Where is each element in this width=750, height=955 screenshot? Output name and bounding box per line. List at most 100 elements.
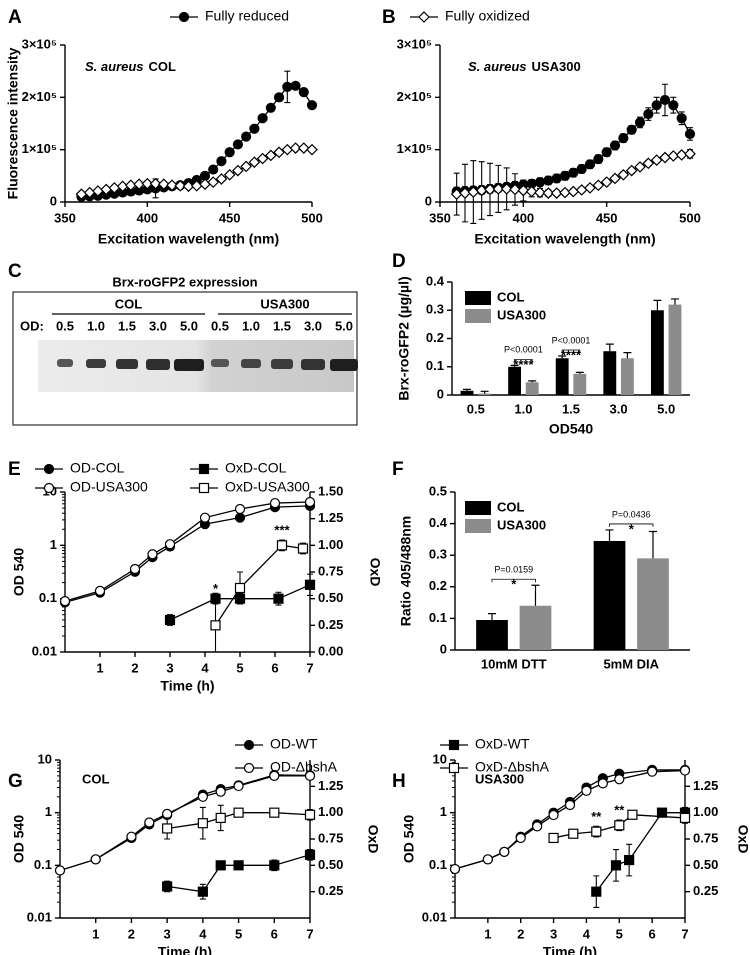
- point: [164, 614, 176, 626]
- bar: [603, 351, 617, 395]
- significance: ***: [274, 522, 290, 537]
- point: [147, 549, 158, 560]
- inset-title: USA300: [475, 771, 524, 786]
- y2-tick-label: 1.50: [318, 483, 343, 498]
- point: [568, 167, 579, 178]
- point: [223, 168, 236, 181]
- point: [234, 503, 246, 515]
- legend-marker: [448, 762, 460, 774]
- y-axis-label: OD 540: [401, 815, 417, 863]
- y-tick-label: 0: [50, 193, 57, 208]
- x-tick-label: 3: [550, 926, 557, 941]
- lane-od: 5.0: [180, 318, 198, 333]
- x-axis-label: OD540: [549, 421, 594, 437]
- y-tick-label: 0.3: [429, 547, 447, 562]
- x-tick-label: 350: [429, 210, 451, 225]
- point: [600, 176, 613, 188]
- bar: [650, 310, 664, 395]
- bar: [478, 393, 492, 395]
- p-value: P=0.0159: [494, 565, 533, 575]
- x-tick-label: 4: [201, 660, 209, 675]
- point: [208, 164, 219, 175]
- lane-label: OD:: [20, 318, 44, 333]
- point: [614, 820, 625, 831]
- bar: [637, 558, 669, 650]
- significance-bracket: [514, 358, 533, 363]
- x-axis-label: Time (h): [543, 944, 597, 955]
- point: [614, 774, 625, 785]
- y-tick-label: 1×10⁵: [22, 141, 57, 156]
- blot-title: Brx-roGFP2 expression: [112, 274, 257, 289]
- point: [647, 766, 658, 777]
- band: [271, 359, 293, 369]
- legend-label: USA300: [497, 517, 546, 532]
- x-tick-label: 5mM DIA: [603, 656, 659, 671]
- y-tick-label: 0.01: [27, 909, 52, 924]
- point: [149, 177, 162, 190]
- point: [627, 809, 638, 820]
- species: S. aureus: [468, 59, 527, 74]
- point: [567, 185, 580, 198]
- significance: ****: [561, 347, 582, 362]
- y-axis-label: Brx-roGFP2 (µg/µl): [396, 276, 412, 400]
- panel-letter: H: [392, 771, 406, 792]
- x-tick-label: 5.0: [657, 401, 675, 416]
- x-tick-label: 5: [616, 926, 623, 941]
- series-line: [456, 99, 691, 193]
- point: [684, 148, 696, 160]
- point: [601, 147, 612, 158]
- y-tick-label: 0.1: [429, 610, 447, 625]
- x-tick-label: 400: [512, 210, 534, 225]
- legend-label: OD-COL: [70, 460, 125, 476]
- y-tick-label: 2×10⁵: [397, 89, 432, 104]
- band: [301, 359, 325, 370]
- point: [559, 170, 571, 181]
- strain: USA300: [532, 59, 581, 74]
- y2-tick-label: 1.00: [693, 804, 718, 819]
- point: [626, 124, 637, 135]
- x-tick-label: 1: [484, 926, 491, 941]
- bar: [668, 304, 682, 395]
- y2-tick-label: 1.00: [318, 804, 343, 819]
- bar: [519, 605, 552, 650]
- point: [265, 102, 276, 113]
- x-axis-label: Time (h): [158, 944, 212, 955]
- y-axis-label: OD 540: [11, 548, 27, 596]
- y-tick-label: 0.1: [429, 857, 447, 872]
- significance: ****: [513, 357, 534, 372]
- species: S. aureus: [85, 59, 144, 74]
- point: [675, 149, 688, 161]
- point: [264, 149, 277, 162]
- x-tick-label: 1.5: [562, 401, 580, 416]
- point: [224, 147, 235, 158]
- legend-label: Fully reduced: [205, 8, 289, 24]
- panel-letter: D: [392, 251, 406, 272]
- point: [269, 860, 280, 871]
- error-bar: [575, 371, 584, 374]
- point: [241, 131, 252, 142]
- y-tick-label: 3×10⁵: [397, 36, 432, 51]
- x-tick-label: 4: [199, 926, 207, 941]
- error-bar: [528, 380, 537, 383]
- point: [240, 160, 252, 173]
- lane-od: 1.5: [118, 318, 136, 333]
- error-bar: [510, 364, 519, 367]
- point: [298, 86, 309, 98]
- legend-label: USA300: [497, 307, 546, 322]
- point: [90, 854, 101, 865]
- p-value: P<0.0001: [552, 335, 591, 345]
- point: [269, 807, 280, 818]
- significance: **: [614, 802, 625, 817]
- panel-letter: C: [8, 261, 22, 282]
- point: [597, 778, 608, 789]
- point: [234, 582, 246, 594]
- point: [215, 812, 226, 824]
- x-tick-label: 6: [271, 660, 278, 675]
- point: [550, 187, 563, 199]
- series-line: [167, 812, 311, 830]
- legend-marker: [178, 11, 190, 23]
- point: [484, 183, 496, 196]
- panel-letter: B: [382, 7, 396, 28]
- point: [162, 881, 173, 892]
- point: [257, 113, 268, 124]
